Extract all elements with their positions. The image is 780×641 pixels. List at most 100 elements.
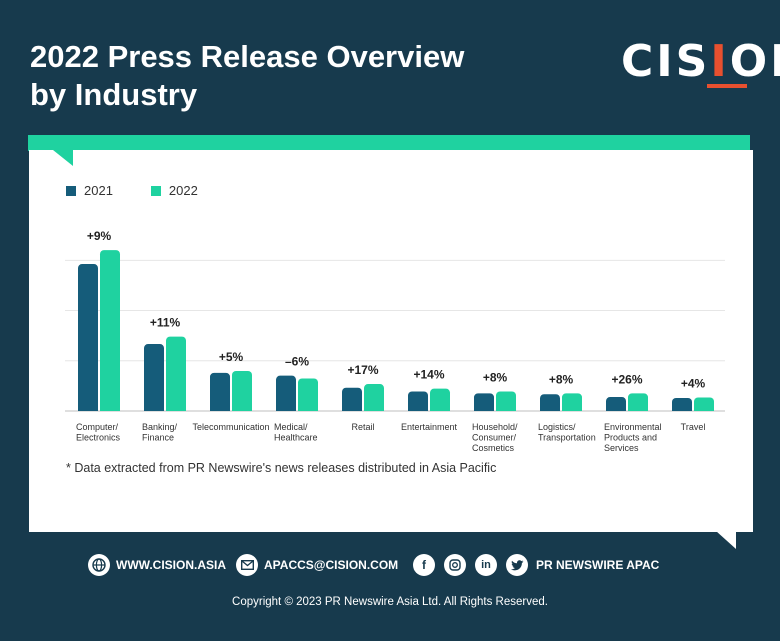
footer: WWW.CISION.ASIA APACCS@CISION.COM f in P… [0,553,780,577]
social-text: PR NEWSWIRE APAC [536,558,660,572]
category-label: Retail [351,422,374,432]
email-text: APACCS@CISION.COM [264,558,399,572]
website-text: WWW.CISION.ASIA [116,558,226,572]
annotation-label: +5% [219,350,244,364]
category-label-line: Healthcare [274,433,318,443]
category-label: Computer/Electronics [76,422,121,443]
bar-chart: +9% +11% +5% –6% +17% +14% +8% +8% +26% +4% Compu… [65,229,725,453]
bars [78,250,714,411]
category-label: Banking/Finance [142,422,178,443]
bar-base-2021-9 [672,406,692,411]
bar-base-2021-4 [342,406,362,411]
footer-email[interactable]: APACCS@CISION.COM [236,553,398,577]
category-label-line: Retail [351,422,374,432]
bar-base-2022-6 [496,406,516,411]
bar-2021-0 [78,264,98,411]
cision-logo: CISION [621,36,780,87]
logo-underline [707,84,747,88]
category-label-line: Travel [681,422,706,432]
legend-item-2022: 2022 [150,183,198,198]
legend-swatch-2021 [66,185,76,196]
instagram-icon[interactable] [444,554,466,576]
copyright: Copyright © 2023 PR Newswire Asia Ltd. A… [232,596,548,608]
category-label: Entertainment [401,422,458,432]
card-tail-right [716,531,736,549]
bar-base-2022-1 [166,406,186,411]
legend-label-2022: 2022 [168,183,198,198]
category-label-line: Consumer/ [472,433,517,443]
category-label-line: Environmental [604,422,662,432]
category-label-line: Services [604,443,639,453]
category-label-line: Telecommunication [192,422,269,432]
bar-2022-1 [166,336,186,411]
category-label: Medical/Healthcare [274,422,318,443]
category-label-line: Entertainment [401,422,458,432]
bar-2021-2 [210,372,230,411]
title-line-2: by Industry [30,77,198,112]
bar-base-2022-7 [562,406,582,411]
annotation-label: +9% [87,229,112,243]
category-label-line: Banking/ [142,422,178,432]
legend-swatch-2022 [150,185,161,196]
annotation-label: +4% [681,377,706,391]
globe-icon [88,554,110,576]
annotations: +9% +11% +5% –6% +17% +14% +8% +8% +26% +4% [87,229,706,390]
bar-2021-4 [342,387,362,411]
bar-base-2021-1 [144,406,164,411]
chart-legend: 2021 2022 [66,183,236,198]
category-labels: Computer/Electronics Banking/Finance Telec… [76,422,705,453]
category-label: Telecommunication [192,422,269,432]
category-label: Travel [681,422,706,432]
annotation-label: +17% [347,363,378,377]
bar-base-2021-6 [474,406,494,411]
facebook-icon[interactable]: f [413,554,435,576]
footnote: * Data extracted from PR Newswire's news… [66,461,497,475]
category-label-line: Household/ [472,422,518,432]
bar-base-2022-3 [298,406,318,411]
mail-icon [236,554,258,576]
legend-item-2021: 2021 [66,183,113,198]
category-label-line: Electronics [76,433,121,443]
bar-base-2022-5 [430,406,450,411]
bar-base-2021-7 [540,406,560,411]
annotation-label: +26% [611,372,642,386]
bar-2022-2 [232,371,252,411]
card-tail-left [53,150,73,166]
bar-base-2022-2 [232,406,252,411]
footer-social: f in PR NEWSWIRE APAC [413,553,659,577]
category-label-line: Finance [142,433,174,443]
bar-base-2021-3 [276,406,296,411]
chart-card [29,150,753,532]
bar-base-2021-8 [606,406,626,411]
category-label-line: Logistics/ [538,422,576,432]
bar-2022-3 [298,378,318,411]
annotation-label: +14% [413,368,444,382]
bar-base-2021-2 [210,406,230,411]
category-label: Environmental Products and Services [604,422,662,453]
annotation-label: +8% [483,370,508,384]
page-title: 2022 Press Release Overview by Industry [30,38,550,114]
category-label-line: Cosmetics [472,443,515,453]
footer-website[interactable]: WWW.CISION.ASIA [88,553,226,577]
category-label-line: Products and [604,433,657,443]
bar-base-2021-5 [408,406,428,411]
bar-2021-1 [144,344,164,411]
bar-base-2021-0 [78,406,98,411]
annotation-label: +8% [549,372,574,386]
twitter-icon[interactable] [506,554,528,576]
linkedin-icon[interactable]: in [475,554,497,576]
category-label-line: Computer/ [76,422,119,432]
legend-label-2021: 2021 [84,183,113,198]
category-label-line: Medical/ [274,422,308,432]
card-top-bar [28,135,750,151]
bar-2022-5 [430,388,450,411]
bar-base-2022-4 [364,406,384,411]
category-label-line: Transportation [538,433,596,443]
bar-base-2022-0 [100,406,120,411]
category-label: Logistics/Transportation [538,422,596,443]
bar-base-2022-9 [694,406,714,411]
bar-2022-4 [364,384,384,411]
annotation-label: –6% [285,355,309,369]
annotation-label: +11% [150,316,181,330]
title-line-1: 2022 Press Release Overview [30,39,465,74]
